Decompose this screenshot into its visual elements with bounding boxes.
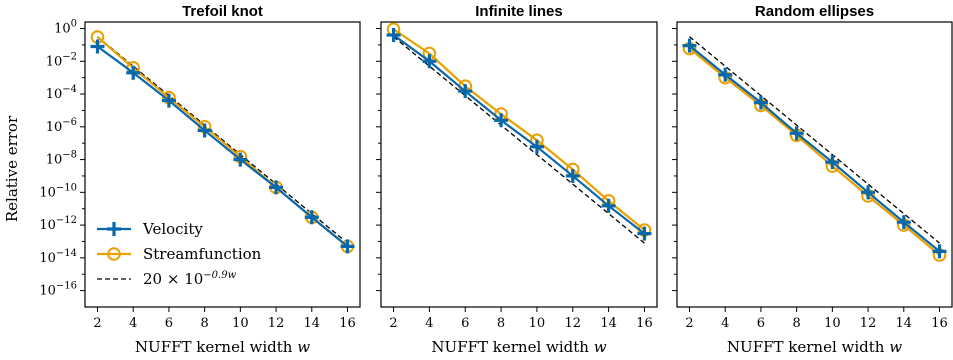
velocity-point [789,126,804,141]
x-tick-label: 12 [860,316,877,331]
y-tick-label: 10−10 [39,182,77,200]
velocity-point [269,180,284,195]
x-tick-label: 4 [129,316,137,331]
x-tick-label: 2 [389,316,397,331]
plot-frame [380,21,658,308]
velocity-point [529,139,544,154]
x-tick-label: 2 [93,316,101,331]
legend-streamfunction-label: Streamfunction [143,245,262,263]
velocity-point [126,65,141,80]
panel-title: Random ellipses [755,3,874,20]
x-tick-label: 6 [461,316,469,331]
velocity-point [565,168,580,183]
velocity-point [932,244,947,259]
legend-reference-label: 20 × 10−0.9w [143,270,237,288]
velocity-point [386,28,401,43]
panel-title: Trefoil knot [182,3,263,20]
velocity-point [233,152,248,167]
x-tick-label: 2 [685,316,693,331]
x-axis-label: NUFFT kernel width w [727,338,902,356]
panel-title: Infinite lines [475,3,563,20]
panel-3: Random ellipses 2 4 6 8 10 12 14 16 NUFFT kernel … [672,3,953,356]
velocity-point [896,215,911,230]
velocity-point [161,93,176,108]
velocity-point [304,210,319,225]
y-tick-label: 10−4 [46,84,77,102]
x-tick-label: 16 [931,316,948,331]
y-tick-label: 10−2 [46,51,77,69]
y-axis-label: Relative error [3,115,21,222]
legend: Velocity Streamfunction 20 × 10−0.9w [97,220,262,288]
x-tick-label: 16 [636,316,653,331]
streamfunction-line [688,47,941,256]
x-tick-label: 14 [896,316,913,331]
velocity-point [825,155,840,170]
velocity-point [90,39,105,54]
legend-streamfunction-marker [107,247,121,261]
x-tick-label: 6 [757,316,765,331]
panel-2: Infinite lines 2 4 6 8 10 12 14 16 NUFFT kernel w… [376,3,658,356]
velocity-point [601,198,616,213]
streamfunction-line [392,28,646,231]
legend-velocity-label: Velocity [142,220,203,238]
x-tick-label: 10 [824,316,841,331]
velocity-point [197,123,212,138]
legend-velocity-marker [107,222,121,236]
velocity-point [494,113,509,128]
x-tick-label: 12 [268,316,285,331]
velocity-point [682,38,697,53]
x-axis-label: NUFFT kernel width w [135,338,310,356]
y-tick-label: 10−8 [46,150,77,168]
x-axis-label: NUFFT kernel width w [431,338,606,356]
reference-line [689,36,940,244]
x-tick-label: 10 [232,316,249,331]
velocity-point [637,226,652,241]
plot-frame [84,21,361,308]
reference-line [393,36,645,244]
velocity-point [422,54,437,69]
velocity-point [718,67,733,82]
x-tick-label: 8 [793,316,801,331]
x-tick-label: 14 [304,316,321,331]
velocity-point [340,239,355,254]
y-tick-label: 10−16 [39,281,77,299]
x-tick-label: 4 [721,316,729,331]
x-tick-label: 8 [201,316,209,331]
x-tick-label: 10 [529,316,546,331]
velocity-line [688,44,941,253]
velocity-line [392,34,646,235]
x-tick-label: 6 [165,316,173,331]
y-tick-label: 100 [54,19,77,37]
velocity-point [861,185,876,200]
x-tick-label: 4 [425,316,433,331]
plot-frame [676,21,953,308]
y-tick-label: 10−12 [39,215,77,233]
velocity-point [753,95,768,110]
velocity-point [458,84,473,99]
reference-line [97,36,348,244]
x-tick-label: 16 [339,316,356,331]
x-tick-label: 8 [497,316,505,331]
x-tick-label: 14 [600,316,617,331]
y-tick-label: 10−14 [39,248,77,266]
y-tick-label: 10−6 [46,117,77,135]
velocity-line [96,45,349,248]
x-tick-label: 12 [564,316,581,331]
panel-1: Trefoil knot 100 10−2 10−4 10−6 10−8 10−10 10−1… [39,3,361,356]
